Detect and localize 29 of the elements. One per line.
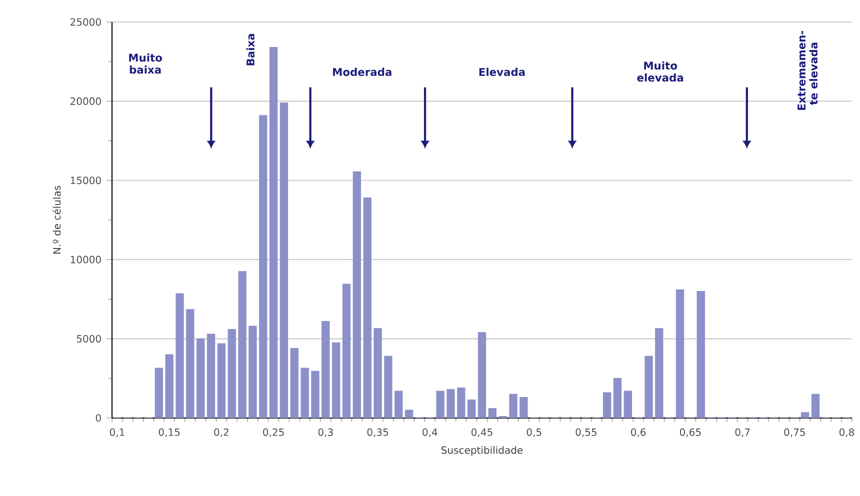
annotation: Moderada <box>333 68 392 76</box>
x-tick-label: 0,35 <box>367 428 388 437</box>
y-tick-label: 10000 <box>70 256 101 264</box>
annotation: Extremamen-te elevada <box>798 30 818 110</box>
y-tick-label: 5000 <box>76 335 101 343</box>
x-tick-label: 0,65 <box>680 428 701 437</box>
x-tick-label: 0,3 <box>318 428 333 437</box>
x-tick-label: 0,7 <box>735 428 750 437</box>
x-axis-title: Susceptibilidade <box>442 446 523 456</box>
y-tick-label: 15000 <box>70 176 101 184</box>
y-tick-label: 25000 <box>70 18 101 26</box>
annotation: Elevada <box>479 68 525 76</box>
x-tick-label: 0,75 <box>784 428 805 437</box>
annotation: Muito baixa <box>129 53 162 74</box>
x-tick-label: 0,6 <box>631 428 646 437</box>
y-axis-title: N.º de células <box>52 186 61 254</box>
x-tick-label: 0,25 <box>263 428 284 437</box>
x-tick-label: 0,5 <box>526 428 542 437</box>
annotation: Baixa <box>246 34 255 66</box>
annotation: Muito elevada <box>637 61 684 82</box>
x-tick-label: 0,55 <box>576 428 596 437</box>
x-tick-label: 0,8 <box>839 428 854 437</box>
x-tick-label: 0,1 <box>110 428 124 437</box>
y-tick-label: 0 <box>96 414 101 422</box>
x-tick-label: 0,2 <box>214 428 228 437</box>
x-tick-label: 0,15 <box>158 428 180 437</box>
x-tick-label: 0,4 <box>422 428 438 437</box>
x-tick-label: 0,45 <box>472 428 492 437</box>
y-tick-label: 20000 <box>70 97 101 105</box>
